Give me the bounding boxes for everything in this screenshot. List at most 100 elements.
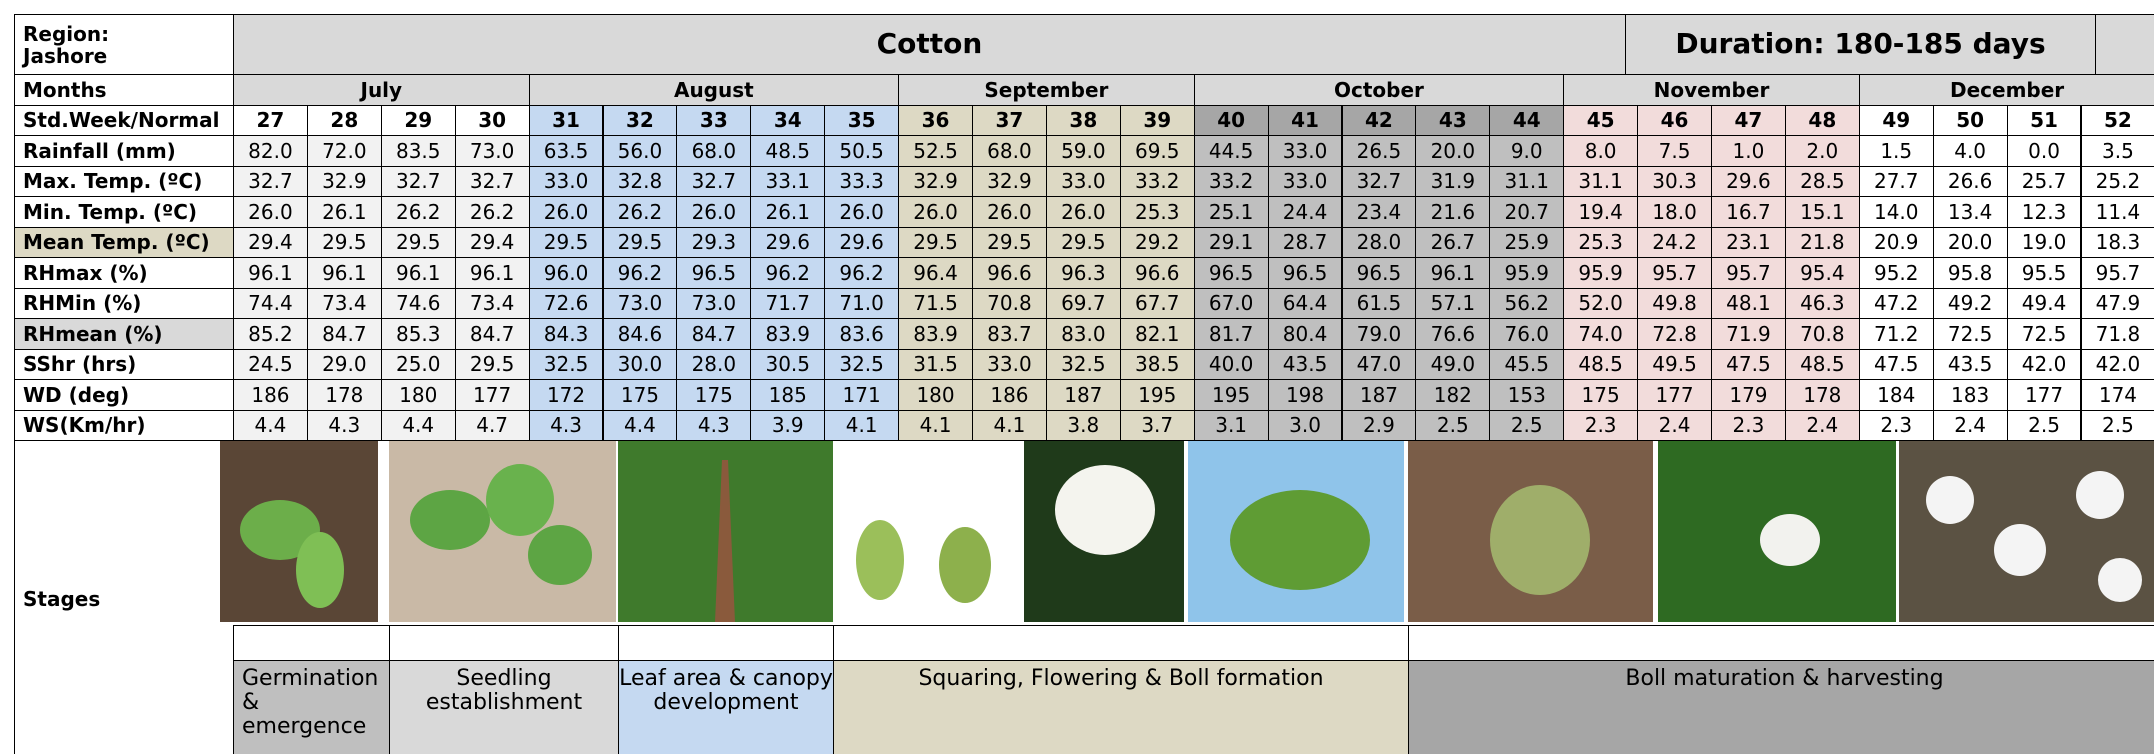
region: Region: Jashore bbox=[14, 14, 234, 75]
value: 29.0 bbox=[307, 349, 382, 381]
value: 96.6 bbox=[1120, 257, 1195, 289]
value: 96.2 bbox=[603, 257, 678, 289]
value: 29.5 bbox=[455, 349, 530, 381]
value: 29.2 bbox=[1120, 227, 1195, 259]
value: 2.5 bbox=[2007, 410, 2082, 442]
value: 28.0 bbox=[676, 349, 751, 381]
value: 29.4 bbox=[455, 227, 530, 259]
value: 76.0 bbox=[1489, 318, 1564, 350]
value: 71.7 bbox=[750, 288, 825, 320]
row-label: RHmean (%) bbox=[14, 318, 234, 350]
value: 70.8 bbox=[972, 288, 1047, 320]
value: 72.5 bbox=[2007, 318, 2082, 350]
value: 42.0 bbox=[2081, 349, 2154, 381]
value: 32.9 bbox=[972, 166, 1047, 198]
leaf bbox=[410, 490, 490, 550]
value: 83.7 bbox=[972, 318, 1047, 350]
value: 71.8 bbox=[2081, 318, 2154, 350]
value: 2.3 bbox=[1563, 410, 1638, 442]
value: 29.5 bbox=[1046, 227, 1121, 259]
value: 32.5 bbox=[824, 349, 899, 381]
value: 18.3 bbox=[2081, 227, 2154, 259]
value: 47.2 bbox=[1859, 288, 1934, 320]
value: 49.2 bbox=[1933, 288, 2008, 320]
value: 96.3 bbox=[1046, 257, 1121, 289]
boll bbox=[1760, 514, 1820, 566]
value: 33.3 bbox=[824, 166, 899, 198]
week: 35 bbox=[824, 105, 899, 137]
value: 72.5 bbox=[1933, 318, 2008, 350]
value: 2.4 bbox=[1637, 410, 1712, 442]
value: 4.7 bbox=[455, 410, 530, 442]
row-label: Max. Temp. (ºC) bbox=[14, 166, 234, 198]
value: 19.4 bbox=[1563, 196, 1638, 228]
value: 33.0 bbox=[1268, 166, 1343, 198]
value: 180 bbox=[381, 379, 456, 411]
month: August bbox=[529, 74, 900, 106]
value: 32.7 bbox=[233, 166, 308, 198]
value: 44.5 bbox=[1194, 135, 1269, 167]
value: 83.6 bbox=[824, 318, 899, 350]
value: 84.6 bbox=[603, 318, 678, 350]
value: 71.9 bbox=[1711, 318, 1786, 350]
week: 48 bbox=[1785, 105, 1860, 137]
value: 16.7 bbox=[1711, 196, 1786, 228]
value: 26.0 bbox=[1046, 196, 1121, 228]
week: 30 bbox=[455, 105, 530, 137]
value: 43.5 bbox=[1268, 349, 1343, 381]
value: 32.9 bbox=[307, 166, 382, 198]
value: 21.8 bbox=[1785, 227, 1860, 259]
value: 20.7 bbox=[1489, 196, 1564, 228]
value: 20.9 bbox=[1859, 227, 1934, 259]
value: 3.9 bbox=[750, 410, 825, 442]
value: 180 bbox=[898, 379, 973, 411]
value: 30.5 bbox=[750, 349, 825, 381]
value: 25.0 bbox=[381, 349, 456, 381]
value: 195 bbox=[1120, 379, 1195, 411]
boll bbox=[2098, 558, 2142, 602]
value: 84.7 bbox=[455, 318, 530, 350]
value: 26.1 bbox=[307, 196, 382, 228]
value: 96.5 bbox=[676, 257, 751, 289]
value: 67.7 bbox=[1120, 288, 1195, 320]
value: 2.4 bbox=[1933, 410, 2008, 442]
value: 30.0 bbox=[603, 349, 678, 381]
value: 81.7 bbox=[1194, 318, 1269, 350]
value: 96.1 bbox=[307, 257, 382, 289]
value: 24.2 bbox=[1637, 227, 1712, 259]
value: 32.7 bbox=[1342, 166, 1417, 198]
value: 31.1 bbox=[1489, 166, 1564, 198]
value: 8.0 bbox=[1563, 135, 1638, 167]
value: 84.3 bbox=[529, 318, 604, 350]
value: 4.1 bbox=[898, 410, 973, 442]
value: 26.2 bbox=[603, 196, 678, 228]
value: 96.1 bbox=[381, 257, 456, 289]
value: 42.0 bbox=[2007, 349, 2082, 381]
value: 4.3 bbox=[307, 410, 382, 442]
value: 85.3 bbox=[381, 318, 456, 350]
value: 175 bbox=[603, 379, 678, 411]
value: 32.7 bbox=[455, 166, 530, 198]
week: 49 bbox=[1859, 105, 1934, 137]
value: 184 bbox=[1859, 379, 1934, 411]
value: 70.8 bbox=[1785, 318, 1860, 350]
month: December bbox=[1859, 74, 2154, 106]
plant bbox=[1230, 490, 1370, 590]
page: Region: JashoreCottonDuration: 180-185 d… bbox=[0, 0, 2154, 754]
value: 4.4 bbox=[603, 410, 678, 442]
value: 33.2 bbox=[1120, 166, 1195, 198]
value: 40.0 bbox=[1194, 349, 1269, 381]
blank-cell bbox=[389, 625, 619, 661]
value: 47.5 bbox=[1859, 349, 1934, 381]
value: 171 bbox=[824, 379, 899, 411]
value: 72.6 bbox=[529, 288, 604, 320]
bud bbox=[856, 520, 904, 600]
month: November bbox=[1563, 74, 1860, 106]
week: 28 bbox=[307, 105, 382, 137]
value: 175 bbox=[676, 379, 751, 411]
week: 45 bbox=[1563, 105, 1638, 137]
value: 52.0 bbox=[1563, 288, 1638, 320]
value: 26.0 bbox=[972, 196, 1047, 228]
value: 23.1 bbox=[1711, 227, 1786, 259]
value: 187 bbox=[1342, 379, 1417, 411]
